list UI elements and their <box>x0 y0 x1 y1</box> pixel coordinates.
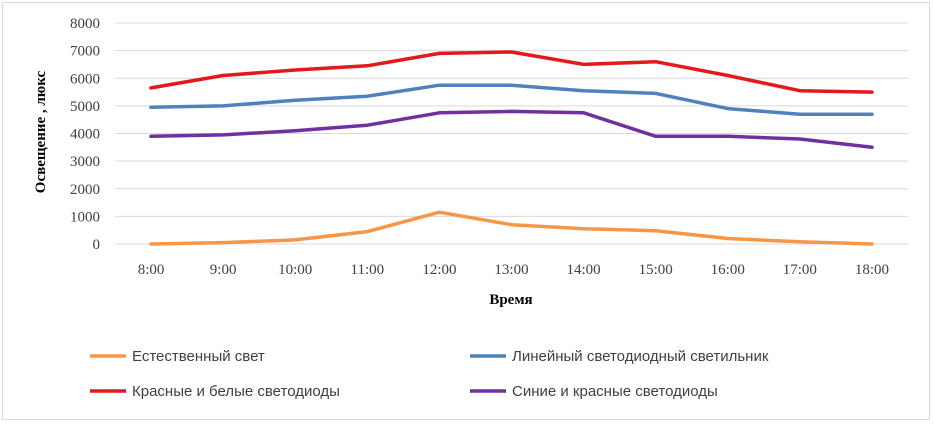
y-tick-labels: 0 1000 2000 3000 4000 5000 6000 7000 8000 <box>70 16 100 253</box>
x-tick-label: 9:00 <box>210 262 237 278</box>
x-tick-labels: 8:00 9:00 10:00 11:00 12:00 13:00 14:00 15:00 16… <box>138 262 889 278</box>
y-tick-label: 5000 <box>70 99 100 115</box>
x-tick-label: 8:00 <box>138 262 165 278</box>
y-tick-label: 2000 <box>70 182 100 198</box>
y-axis-title: Освещение , люкс <box>33 70 49 193</box>
legend-label: Синие и красные светодиоды <box>512 383 718 400</box>
legend-label: Естественный свет <box>132 348 265 365</box>
y-tick-label: 8000 <box>70 16 100 32</box>
x-tick-label: 10:00 <box>278 262 312 278</box>
x-tick-label: 12:00 <box>422 262 456 278</box>
x-axis-title: Время <box>489 292 532 308</box>
x-tick-label: 11:00 <box>351 262 385 278</box>
y-tick-label: 0 <box>93 237 101 253</box>
gridlines <box>115 22 908 245</box>
x-tick-label: 16:00 <box>711 262 745 278</box>
y-tick-label: 4000 <box>70 127 100 143</box>
x-tick-label: 17:00 <box>783 262 817 278</box>
y-tick-label: 3000 <box>70 154 100 170</box>
y-tick-label: 1000 <box>70 209 100 225</box>
legend-label: Красные и белые светодиоды <box>132 383 340 400</box>
legend: Естественный свет Линейный светодиодный с… <box>90 348 769 400</box>
chart-frame <box>2 2 930 420</box>
series-lines <box>149 50 874 246</box>
series-line-1 <box>149 210 874 246</box>
x-tick-label: 14:00 <box>567 262 601 278</box>
y-tick-label: 6000 <box>70 71 100 87</box>
series-line-4 <box>149 109 874 150</box>
x-tick-label: 13:00 <box>494 262 528 278</box>
legend-label: Линейный светодиодный светильник <box>512 348 769 365</box>
x-tick-label: 15:00 <box>639 262 673 278</box>
y-tick-label: 7000 <box>70 44 100 60</box>
x-tick-label: 18:00 <box>855 262 889 278</box>
